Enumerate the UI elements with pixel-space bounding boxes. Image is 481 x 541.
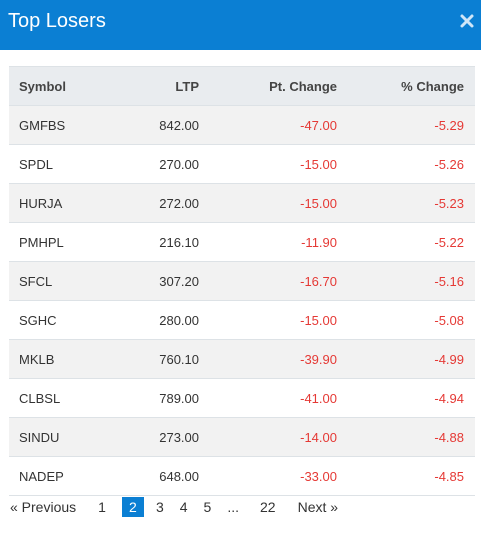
ltp-cell: 272.00 — [119, 183, 199, 223]
ltp-cell: 270.00 — [119, 144, 199, 184]
col-pct-change[interactable]: % Change — [337, 66, 475, 106]
pt-change-cell: -41.00 — [199, 378, 337, 418]
table-header-row: Symbol LTP Pt. Change % Change — [9, 66, 475, 106]
table-row[interactable]: NADEP 648.00 -33.00 -4.85 — [9, 456, 475, 496]
pct-change-cell: -5.16 — [337, 261, 475, 301]
pct-change-cell: -5.22 — [337, 222, 475, 262]
ltp-cell: 216.10 — [119, 222, 199, 262]
symbol-cell: SPDL — [9, 144, 119, 184]
pt-change-cell: -15.00 — [199, 183, 337, 223]
symbol-cell: MKLB — [9, 339, 119, 379]
ltp-cell: 280.00 — [119, 300, 199, 340]
pct-change-cell: -5.23 — [337, 183, 475, 223]
symbol-cell: SINDU — [9, 417, 119, 457]
pagination: « Previous 1 2 3 4 5 ... 22 Next » — [10, 496, 338, 518]
pt-change-cell: -15.00 — [199, 300, 337, 340]
table-row[interactable]: SINDU 273.00 -14.00 -4.88 — [9, 417, 475, 457]
symbol-cell: CLBSL — [9, 378, 119, 418]
table-row[interactable]: SFCL 307.20 -16.70 -5.16 — [9, 261, 475, 301]
table-row[interactable]: PMHPL 216.10 -11.90 -5.22 — [9, 222, 475, 262]
table-row[interactable]: GMFBS 842.00 -47.00 -5.29 — [9, 105, 475, 145]
ltp-cell: 307.20 — [119, 261, 199, 301]
close-icon[interactable] — [459, 12, 475, 30]
next-button[interactable]: Next » — [297, 499, 339, 515]
pct-change-cell: -4.99 — [337, 339, 475, 379]
ltp-cell: 789.00 — [119, 378, 199, 418]
table-row[interactable]: MKLB 760.10 -39.90 -4.99 — [9, 339, 475, 379]
col-pt-change[interactable]: Pt. Change — [199, 66, 337, 106]
ltp-cell: 842.00 — [119, 105, 199, 145]
pt-change-cell: -14.00 — [199, 417, 337, 457]
ltp-cell: 273.00 — [119, 417, 199, 457]
page-2-link-current[interactable]: 2 — [121, 497, 144, 517]
table-row[interactable]: SPDL 270.00 -15.00 -5.26 — [9, 144, 475, 184]
pct-change-cell: -5.29 — [337, 105, 475, 145]
pct-change-cell: -5.08 — [337, 300, 475, 340]
losers-table: Symbol LTP Pt. Change % Change GMFBS 842.… — [9, 66, 475, 496]
table-row[interactable]: HURJA 272.00 -15.00 -5.23 — [9, 183, 475, 223]
ltp-cell: 648.00 — [119, 456, 199, 496]
col-symbol[interactable]: Symbol — [9, 66, 119, 106]
pagination-ellipsis: ... — [227, 499, 240, 515]
symbol-cell: SGHC — [9, 300, 119, 340]
pt-change-cell: -11.90 — [199, 222, 337, 262]
pt-change-cell: -15.00 — [199, 144, 337, 184]
pct-change-cell: -4.85 — [337, 456, 475, 496]
pt-change-cell: -16.70 — [199, 261, 337, 301]
pct-change-cell: -4.94 — [337, 378, 475, 418]
modal-header: Top Losers — [0, 0, 481, 50]
ltp-cell: 760.10 — [119, 339, 199, 379]
page-4-link[interactable]: 4 — [179, 499, 188, 515]
pct-change-cell: -5.26 — [337, 144, 475, 184]
pt-change-cell: -47.00 — [199, 105, 337, 145]
pt-change-cell: -33.00 — [199, 456, 337, 496]
previous-button[interactable]: « Previous — [10, 499, 77, 515]
col-ltp[interactable]: LTP — [119, 66, 199, 106]
table-row[interactable]: CLBSL 789.00 -41.00 -4.94 — [9, 378, 475, 418]
pt-change-cell: -39.90 — [199, 339, 337, 379]
page-22-link[interactable]: 22 — [260, 499, 276, 515]
page-5-link[interactable]: 5 — [203, 499, 212, 515]
pct-change-cell: -4.88 — [337, 417, 475, 457]
table-row[interactable]: SGHC 280.00 -15.00 -5.08 — [9, 300, 475, 340]
modal-title: Top Losers — [8, 10, 106, 32]
symbol-cell: GMFBS — [9, 105, 119, 145]
symbol-cell: SFCL — [9, 261, 119, 301]
page-3-link[interactable]: 3 — [155, 499, 164, 515]
symbol-cell: NADEP — [9, 456, 119, 496]
symbol-cell: PMHPL — [9, 222, 119, 262]
symbol-cell: HURJA — [9, 183, 119, 223]
page-1-link[interactable]: 1 — [98, 499, 106, 515]
